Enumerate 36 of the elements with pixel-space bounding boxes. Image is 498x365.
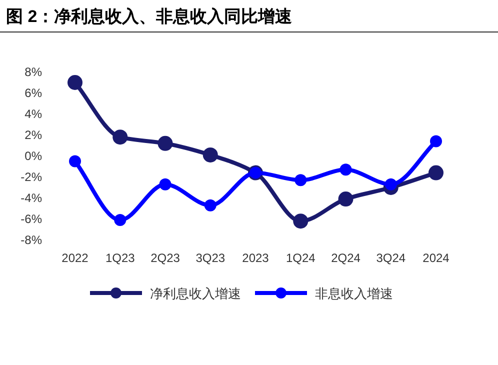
- x-tick-label: 2023: [242, 251, 270, 265]
- point: [68, 75, 82, 90]
- point: [112, 130, 128, 145]
- point: [114, 214, 126, 226]
- x-tick-label: 2024: [422, 251, 450, 265]
- y-tick-label: 4%: [24, 107, 42, 121]
- point: [158, 136, 173, 151]
- point: [430, 135, 442, 148]
- point: [293, 214, 308, 229]
- x-tick-label: 3Q24: [376, 251, 406, 265]
- point: [202, 147, 218, 162]
- y-tick-label: -4%: [20, 191, 42, 205]
- x-tick-label: 2Q23: [150, 251, 180, 265]
- y-tick-label: -8%: [20, 233, 42, 247]
- y-tick-label: -2%: [20, 170, 42, 184]
- y-tick-label: -6%: [20, 212, 42, 226]
- legend-label: 非息收入增速: [315, 286, 393, 301]
- y-tick-label: 6%: [24, 86, 42, 100]
- point: [294, 174, 307, 186]
- y-tick-label: 8%: [24, 65, 42, 79]
- point: [340, 164, 352, 176]
- point: [384, 178, 397, 190]
- point: [428, 165, 444, 180]
- chart-title: 图 2：净利息收入、非息收入同比增速: [6, 7, 292, 26]
- x-tick-label: 2Q24: [331, 251, 361, 265]
- legend-label: 净利息收入增速: [150, 286, 241, 301]
- y-tick-label: 0%: [24, 149, 42, 163]
- point: [338, 192, 354, 207]
- x-tick-label: 1Q23: [105, 251, 136, 265]
- x-tick-label: 3Q23: [196, 251, 226, 265]
- x-tick-label: 2022: [62, 251, 89, 265]
- point: [204, 199, 216, 212]
- y-tick-label: 2%: [24, 128, 42, 142]
- point: [159, 178, 172, 190]
- point: [69, 155, 81, 168]
- x-tick-label: 1Q24: [286, 251, 316, 265]
